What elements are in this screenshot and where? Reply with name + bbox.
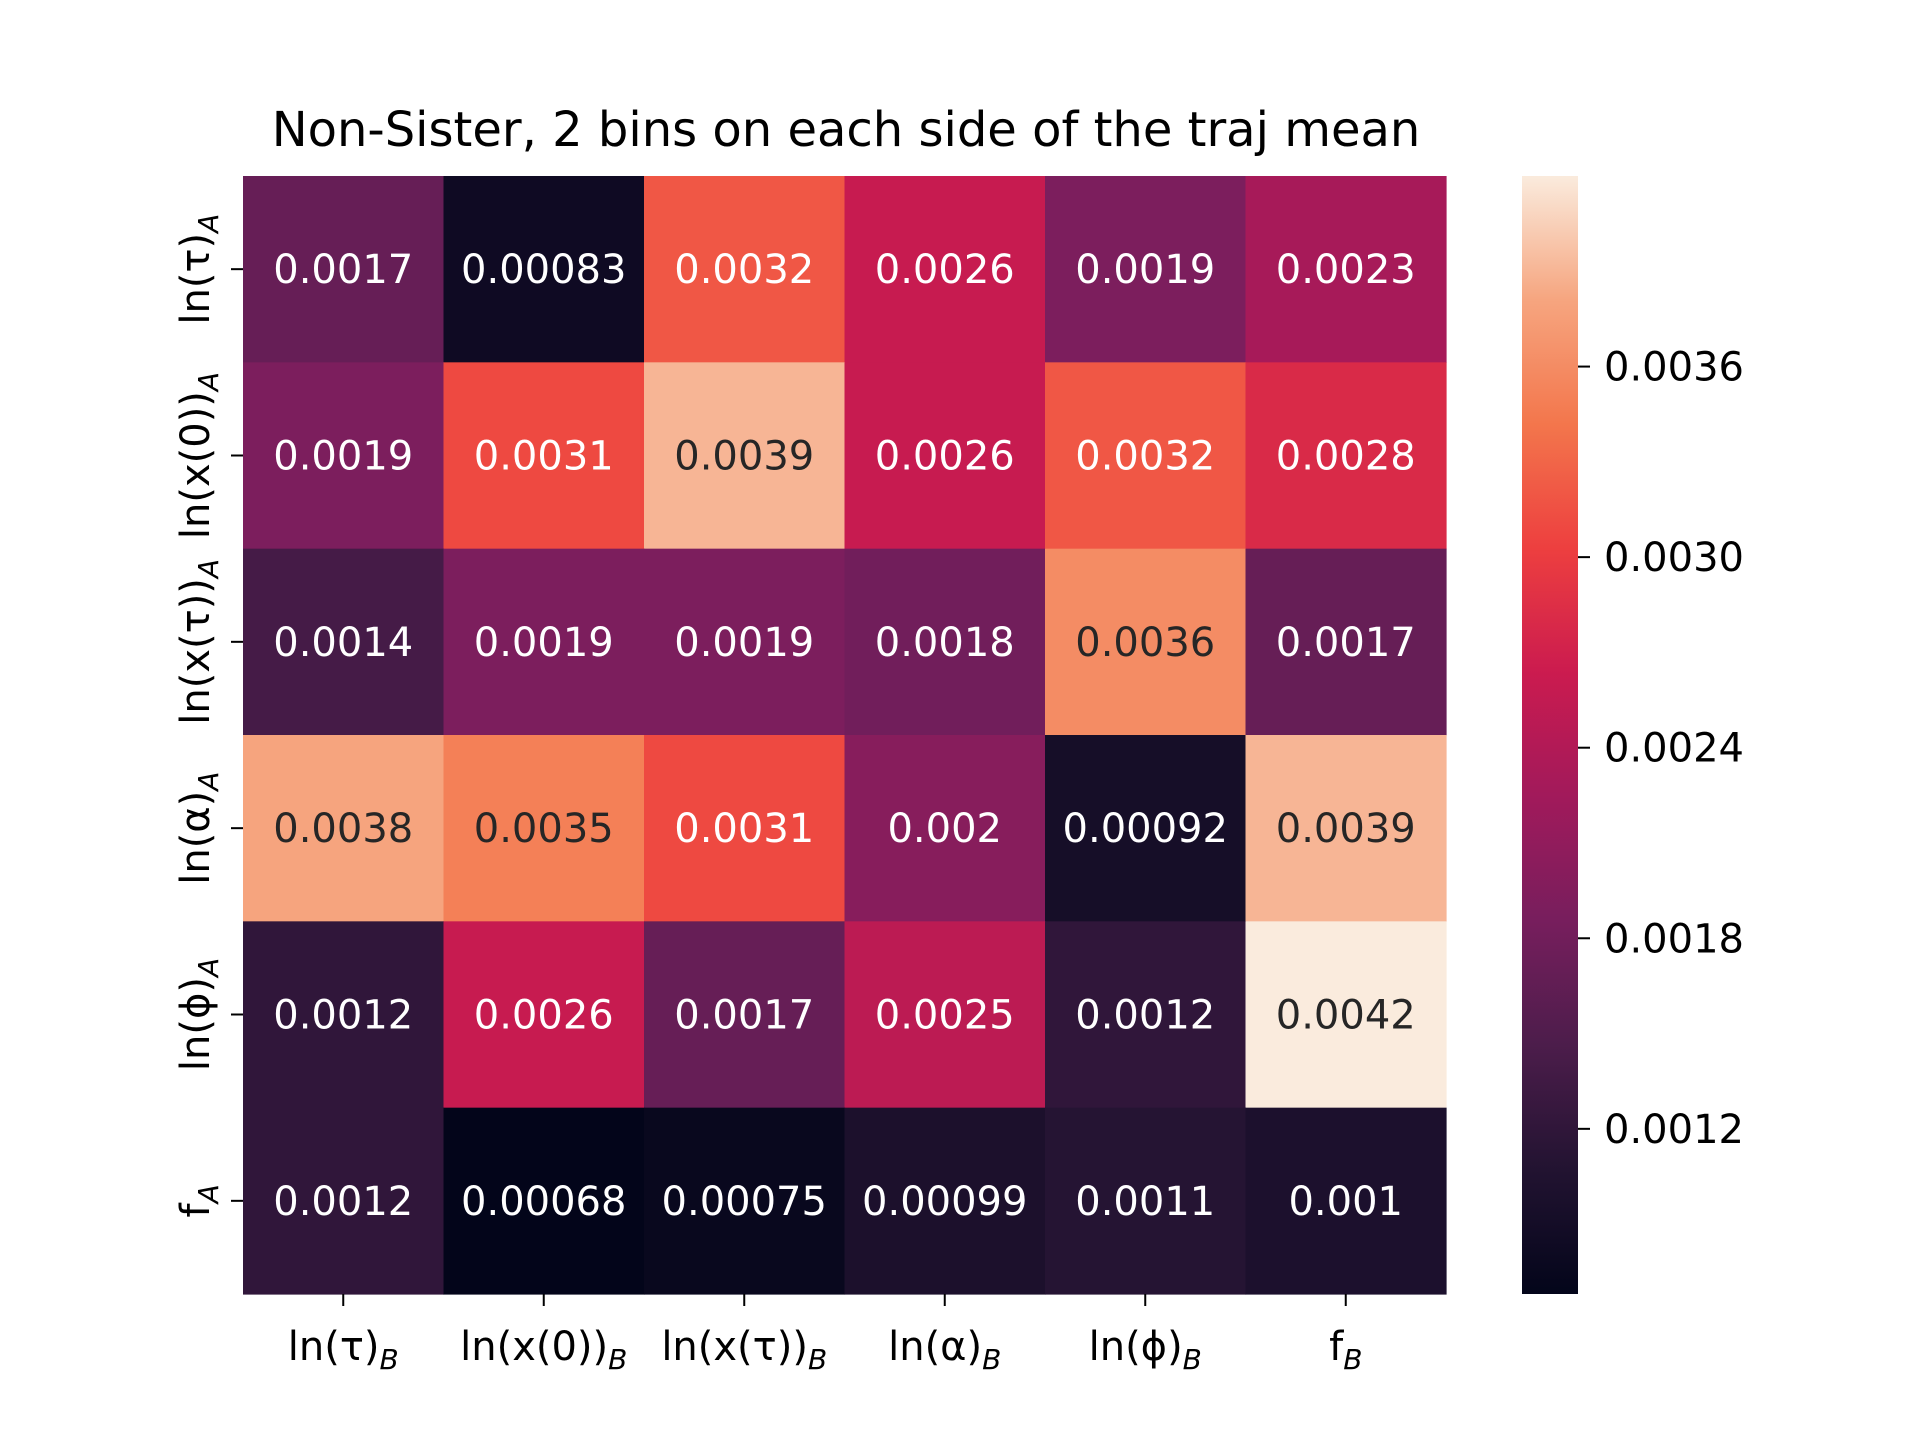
cell-value-label: 0.0039 [1276, 806, 1416, 852]
cell-value-label: 0.0019 [273, 434, 413, 480]
colorbar-axis: 0.0012 0.0018 0.0024 0.0030 0.0036 [1578, 345, 1744, 1153]
cell-value-label: 0.0012 [273, 993, 413, 1039]
x-tick-label: ln(x(0))B [460, 1324, 627, 1376]
heatmap-cell [443, 362, 645, 550]
heatmap-cell [243, 548, 445, 736]
heatmap-cell [1045, 735, 1247, 922]
x-tick-label: ln(ϕ)B [1089, 1324, 1202, 1376]
heatmap-cell [1245, 921, 1447, 1109]
x-axis: ln(τ)B ln(x(0))B ln(x(τ))B ln(α)B ln(ϕ)B fB [288, 1294, 1362, 1376]
y-tick-label: fA [173, 1184, 225, 1217]
cell-value-label: 0.00092 [1063, 806, 1228, 852]
heatmap-cell [1045, 1107, 1247, 1295]
cell-value-label: 0.0038 [273, 806, 413, 852]
heatmap-cell [1245, 362, 1447, 550]
heatmap-cell [644, 362, 846, 550]
cell-value-label: 0.0017 [1276, 620, 1416, 666]
colorbar-tick-label: 0.0024 [1604, 726, 1744, 772]
y-tick-label: ln(α)A [173, 772, 225, 885]
heatmap-cell [1045, 176, 1247, 363]
cell-value-label: 0.0011 [1075, 1179, 1215, 1225]
cell-value-label: 0.0026 [474, 993, 614, 1039]
heatmap-cell [844, 921, 1046, 1109]
heatmap-cell [844, 548, 1046, 736]
heatmap-cell [644, 176, 846, 363]
cell-value-label: 0.0012 [1075, 993, 1215, 1039]
heatmap-cell [443, 1107, 645, 1295]
x-tick-label: ln(τ)B [288, 1324, 399, 1376]
heatmap-cell [443, 921, 645, 1109]
cell-value-label: 0.00068 [461, 1179, 626, 1225]
y-axis: ln(τ)A ln(x(0))A ln(x(τ))A ln(α)A ln(ϕ)A fA [173, 214, 243, 1217]
cell-value-label: 0.0017 [674, 993, 814, 1039]
cell-value-label: 0.001 [1288, 1179, 1403, 1225]
cell-value-label: 0.00075 [662, 1179, 827, 1225]
cell-value-label: 0.0019 [674, 620, 814, 666]
heatmap-cell [644, 735, 846, 922]
cell-value-label: 0.0028 [1276, 434, 1416, 480]
heatmap-cell [1245, 548, 1447, 736]
heatmap-cell [1045, 362, 1247, 550]
y-tick-label: ln(x(0))A [173, 372, 225, 539]
heatmap-cell [844, 176, 1046, 363]
heatmap-cell [243, 921, 445, 1109]
heatmap-cell [844, 1107, 1046, 1295]
heatmap-cell [644, 548, 846, 736]
cell-value-label: 0.0036 [1075, 620, 1215, 666]
heatmap-cell [1045, 921, 1247, 1109]
x-tick-label: ln(x(τ))B [661, 1324, 827, 1376]
heatmap-cell-labels: 0.0017 0.00083 0.0032 0.0026 0.0019 0.0023 0.0… [273, 247, 1415, 1225]
heatmap-cell [243, 1107, 445, 1295]
x-tick-label: ln(α)B [888, 1324, 1001, 1376]
colorbar [1522, 176, 1578, 1294]
y-tick-label: ln(ϕ)A [173, 958, 225, 1071]
heatmap-cell [443, 735, 645, 922]
x-tick-label: fB [1329, 1324, 1362, 1376]
cell-value-label: 0.0019 [1075, 247, 1215, 293]
heatmap-cell [443, 176, 645, 363]
cell-value-label: 0.0019 [474, 620, 614, 666]
cell-value-label: 0.0039 [674, 434, 814, 480]
cell-value-label: 0.0025 [875, 993, 1015, 1039]
cell-value-label: 0.0023 [1276, 247, 1416, 293]
heatmap-cell [1245, 1107, 1447, 1295]
heatmap-cell [644, 1107, 846, 1295]
heatmap-cell [644, 921, 846, 1109]
cell-value-label: 0.0017 [273, 247, 413, 293]
heatmap-cell [243, 176, 445, 363]
y-tick-label: ln(τ)A [173, 214, 225, 325]
cell-value-label: 0.002 [887, 806, 1002, 852]
cell-value-label: 0.0014 [273, 620, 413, 666]
cell-value-label: 0.0031 [674, 806, 814, 852]
heatmap-cell [1245, 735, 1447, 922]
cell-value-label: 0.0035 [474, 806, 614, 852]
cell-value-label: 0.0032 [674, 247, 814, 293]
colorbar-tick-label: 0.0036 [1604, 345, 1744, 391]
cell-value-label: 0.0032 [1075, 434, 1215, 480]
heatmap-cell [844, 735, 1046, 922]
cell-value-label: 0.00083 [461, 247, 626, 293]
chart-title: Non-Sister, 2 bins on each side of the t… [272, 102, 1421, 158]
heatmap-cell [443, 548, 645, 736]
heatmap-cells [243, 176, 1447, 1295]
cell-value-label: 0.0031 [474, 434, 614, 480]
heatmap-cell [243, 735, 445, 922]
colorbar-tick-label: 0.0030 [1604, 535, 1744, 581]
heatmap-cell [844, 362, 1046, 550]
cell-value-label: 0.0042 [1276, 993, 1416, 1039]
heatmap-cell [1045, 548, 1247, 736]
colorbar-tick-label: 0.0018 [1604, 916, 1744, 962]
cell-value-label: 0.00099 [862, 1179, 1027, 1225]
heatmap-cell [243, 362, 445, 550]
colorbar-tick-label: 0.0012 [1604, 1107, 1744, 1153]
y-tick-label: ln(x(τ))A [173, 559, 225, 725]
heatmap-cell [1245, 176, 1447, 363]
cell-value-label: 0.0018 [875, 620, 1015, 666]
cell-value-label: 0.0026 [875, 247, 1015, 293]
cell-value-label: 0.0012 [273, 1179, 413, 1225]
cell-value-label: 0.0026 [875, 434, 1015, 480]
